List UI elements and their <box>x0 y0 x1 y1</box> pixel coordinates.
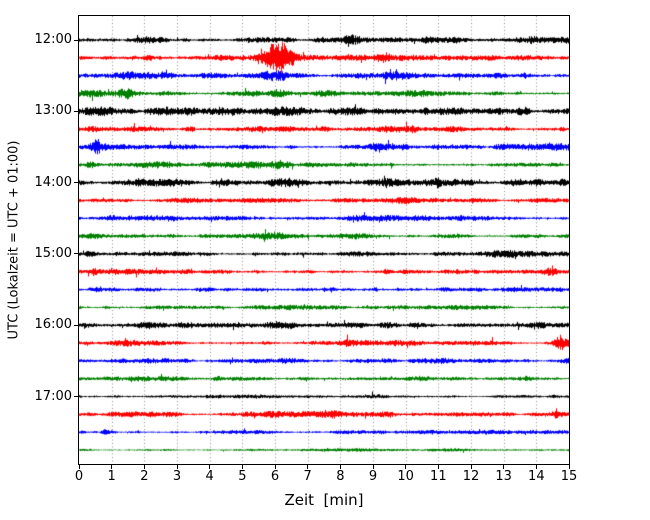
x-axis-tick <box>372 465 374 469</box>
x-axis-tick <box>274 465 276 469</box>
x-axis-tick-label: 4 <box>205 469 214 484</box>
x-axis-tick-label: 14 <box>528 469 545 484</box>
x-axis-tick <box>568 465 570 469</box>
x-axis-tick-label: 15 <box>560 469 578 484</box>
x-axis-tick-label: 11 <box>430 469 447 484</box>
y-axis-tick-label: 16:00 <box>34 317 72 333</box>
x-axis-tick <box>437 465 439 469</box>
x-axis-tick <box>339 465 341 469</box>
x-axis-tick-label: 6 <box>270 469 280 484</box>
x-axis-tick-label: 13 <box>495 469 512 484</box>
x-axis-tick-label: 10 <box>397 469 414 484</box>
x-axis-tick-label: 12 <box>462 469 480 484</box>
y-axis-tick-label: 15:00 <box>34 245 72 261</box>
y-axis-tick <box>74 396 78 398</box>
x-axis-title: Zeit [min] <box>284 491 364 509</box>
x-axis-tick <box>209 465 211 469</box>
x-axis-tick-label: 2 <box>140 469 149 484</box>
seismic-traces-canvas <box>79 16 569 464</box>
x-axis-tick <box>307 465 309 469</box>
x-axis-tick <box>405 465 407 469</box>
y-axis-tick-label: 17:00 <box>34 388 72 404</box>
y-axis-title: UTC (Lokalzeit = UTC + 01:00) <box>6 140 22 340</box>
x-axis-tick-label: 1 <box>107 469 116 484</box>
x-axis-tick <box>78 465 80 469</box>
x-axis-tick <box>535 465 537 469</box>
y-axis-tick <box>74 324 78 326</box>
x-axis-tick-label: 7 <box>303 469 312 484</box>
plot-area <box>78 15 570 465</box>
x-axis-tick <box>503 465 505 469</box>
x-axis-tick <box>176 465 178 469</box>
x-axis-tick-label: 9 <box>368 469 378 484</box>
x-axis-tick-label: 5 <box>238 469 247 484</box>
x-axis-tick-label: 3 <box>172 469 182 484</box>
y-axis-tick-label: 12:00 <box>34 32 72 47</box>
y-axis-tick <box>74 110 78 112</box>
x-axis-tick <box>143 465 145 469</box>
x-axis-tick <box>111 465 113 469</box>
x-axis-tick-label: 0 <box>74 469 84 484</box>
x-axis-tick <box>470 465 472 469</box>
y-axis-tick <box>74 182 78 184</box>
y-axis-tick-label: 14:00 <box>34 174 72 190</box>
y-axis-tick <box>74 39 78 41</box>
y-axis-tick-label: 13:00 <box>34 103 72 119</box>
y-axis-tick <box>74 253 78 255</box>
x-axis-tick <box>241 465 243 469</box>
x-axis-tick-label: 8 <box>336 469 345 484</box>
